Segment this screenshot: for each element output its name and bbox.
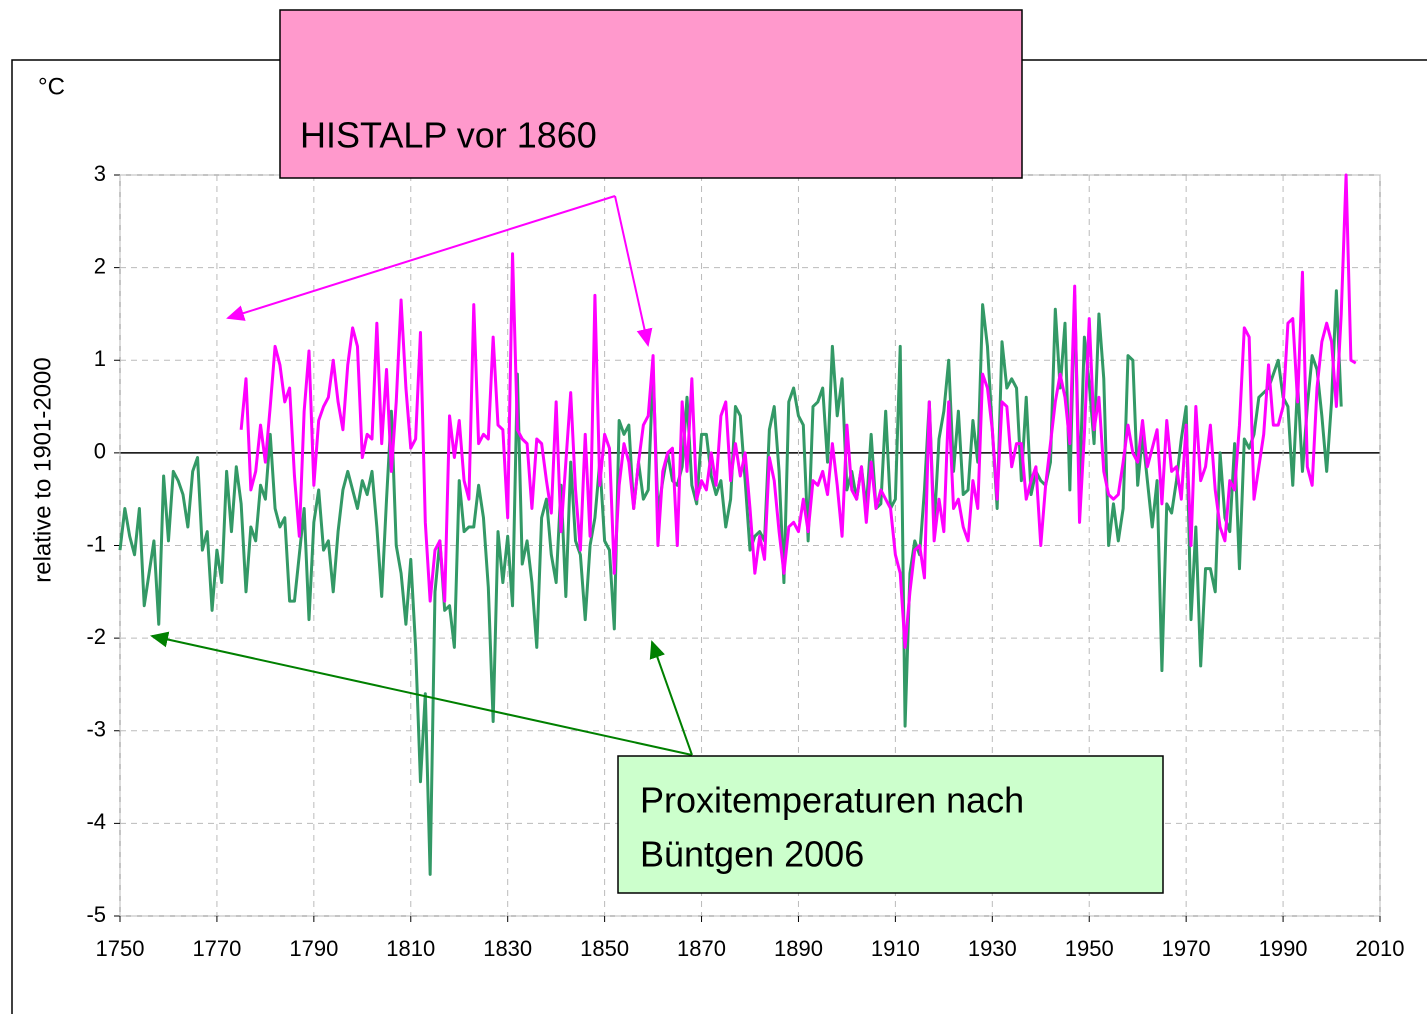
annotation: Büntgen 2006 bbox=[640, 834, 864, 875]
y-axis-title: relative to 1901-2000 bbox=[29, 357, 56, 583]
arrow bbox=[614, 195, 653, 347]
arrow bbox=[649, 640, 693, 756]
x-tick-label: 1790 bbox=[289, 936, 338, 961]
x-tick-label: 1890 bbox=[774, 936, 823, 961]
x-tick-label: 1990 bbox=[1259, 936, 1308, 961]
x-tick-label: 1750 bbox=[96, 936, 145, 961]
annotation: HISTALP vor 1860 bbox=[300, 115, 597, 156]
x-tick-label: 1970 bbox=[1162, 936, 1211, 961]
x-tick-label: 1770 bbox=[192, 936, 241, 961]
y-tick-label: -2 bbox=[86, 624, 106, 649]
annotation: Proxitemperaturen nach bbox=[640, 780, 1024, 821]
y-tick-label: -4 bbox=[86, 809, 106, 834]
y-tick-label: -1 bbox=[86, 531, 106, 556]
x-tick-label: 1930 bbox=[968, 936, 1017, 961]
y-tick-label: 2 bbox=[94, 253, 106, 278]
y-tick-label: 3 bbox=[94, 161, 106, 186]
x-tick-label: 2010 bbox=[1356, 936, 1405, 961]
unit-label: °C bbox=[38, 73, 65, 100]
y-tick-label: -3 bbox=[86, 717, 106, 742]
y-tick-label: -5 bbox=[86, 902, 106, 927]
y-tick-label: 0 bbox=[94, 439, 106, 464]
arrow bbox=[150, 631, 693, 756]
series-line bbox=[239, 173, 1357, 649]
x-tick-label: 1910 bbox=[871, 936, 920, 961]
x-tick-label: 1950 bbox=[1065, 936, 1114, 961]
y-tick-label: 1 bbox=[94, 346, 106, 371]
annotation-box bbox=[279, 9, 1023, 179]
x-tick-label: 1810 bbox=[386, 936, 435, 961]
x-tick-label: 1850 bbox=[580, 936, 629, 961]
annotation-box bbox=[617, 755, 1164, 894]
series-line bbox=[118, 289, 1343, 876]
x-tick-label: 1830 bbox=[483, 936, 532, 961]
arrow bbox=[226, 195, 616, 321]
x-tick-label: 1870 bbox=[677, 936, 726, 961]
